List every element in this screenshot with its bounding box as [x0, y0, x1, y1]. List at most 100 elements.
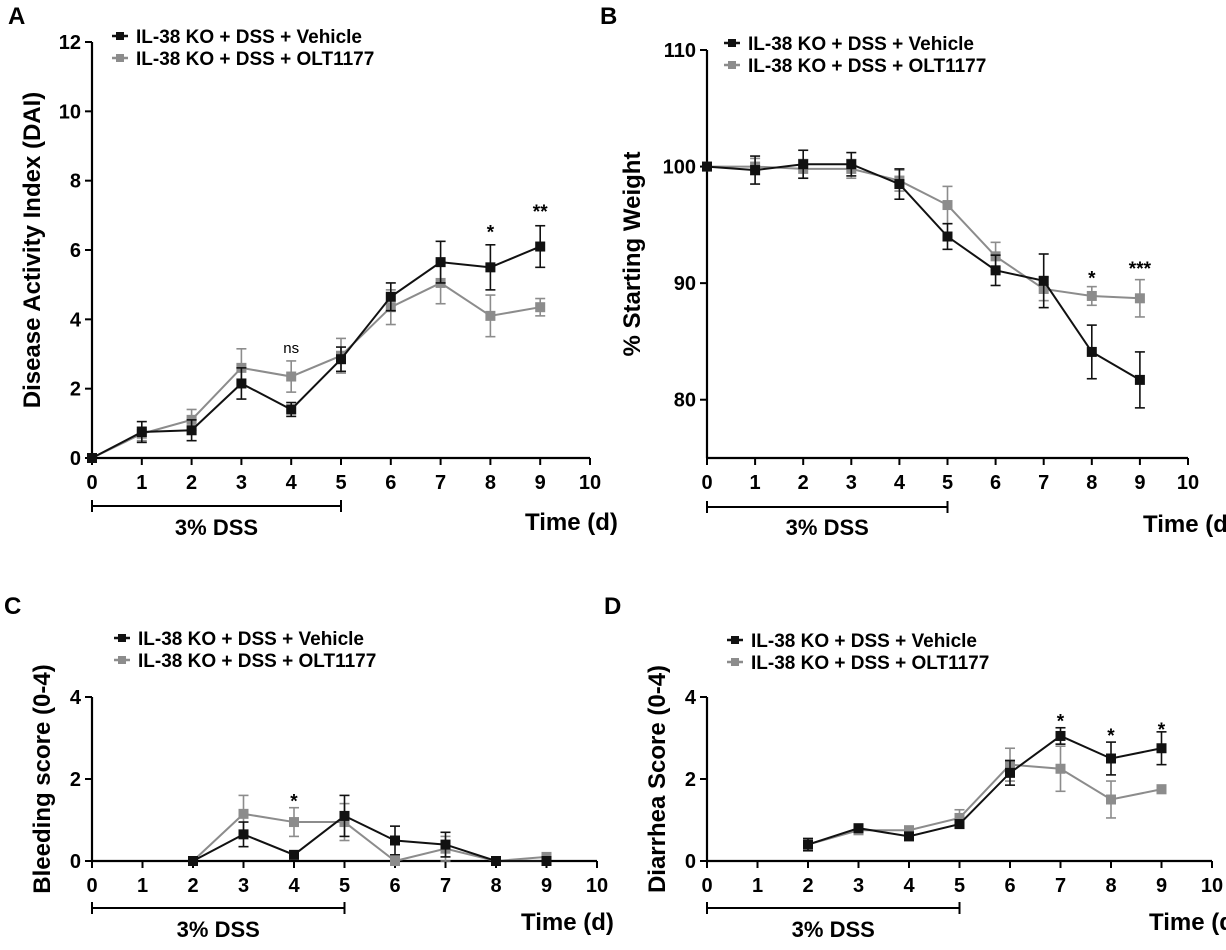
data-point: [485, 262, 496, 273]
data-point: [954, 812, 965, 823]
series-vehicle: [803, 726, 1167, 852]
significance-marker: ns: [283, 340, 299, 357]
data-point: [136, 427, 147, 437]
data-point: [990, 265, 1001, 276]
series-line: [192, 814, 547, 862]
data-point: [846, 159, 857, 170]
data-point: [491, 856, 501, 866]
legend-marker: [731, 658, 739, 666]
legend-entry: IL-38 KO + DSS + OLT1177: [136, 49, 374, 70]
y-tick-label: 0: [685, 851, 696, 873]
x-axis-title: Time (d): [1143, 511, 1226, 538]
series-vehicle: [188, 794, 552, 866]
series-line: [707, 165, 1140, 300]
data-point: [904, 825, 914, 836]
x-tick-label: 3: [846, 472, 857, 494]
x-tick-label: 1: [137, 875, 148, 897]
panel-label: B: [600, 3, 617, 30]
x-tick-label: 1: [750, 472, 761, 494]
x-tick-label: 9: [1134, 472, 1145, 494]
data-point: [1038, 275, 1049, 286]
x-axis-title: Time (d): [525, 509, 618, 536]
x-tick-label: 2: [798, 472, 809, 494]
data-point: [336, 354, 346, 365]
x-tick-label: 10: [579, 472, 601, 494]
x-axis-title: Time (d): [521, 909, 614, 936]
legend-marker: [118, 634, 126, 642]
series-line: [91, 281, 541, 459]
y-tick-label: 6: [70, 240, 81, 262]
series-vehicle: [702, 149, 1145, 409]
data-point: [385, 291, 396, 302]
series-vehicle: [87, 224, 546, 463]
legend-entry: IL-38 KO + DSS + Vehicle: [751, 631, 977, 652]
y-tick-label: 2: [685, 769, 696, 791]
x-tick-label: 4: [286, 472, 298, 494]
y-tick-label: 4: [70, 687, 82, 709]
significance-marker: **: [533, 202, 548, 223]
y-tick-label: 8: [70, 171, 81, 193]
data-point: [186, 425, 197, 436]
panel-label: C: [4, 593, 21, 620]
data-point: [390, 856, 400, 866]
legend-entry: IL-38 KO + DSS + Vehicle: [748, 34, 974, 55]
x-tick-label: 5: [339, 875, 350, 897]
x-tick-label: 0: [86, 472, 97, 494]
x-tick-label: 10: [1177, 472, 1199, 494]
x-tick-label: 7: [1038, 472, 1049, 494]
y-axis-title: % Starting Weight: [619, 152, 646, 357]
x-tick-label: 10: [1201, 875, 1223, 897]
x-tick-label: 4: [894, 472, 906, 494]
y-tick-label: 80: [674, 390, 696, 412]
series-olt1177: [702, 157, 1145, 318]
data-point: [803, 839, 813, 850]
data-point: [1156, 743, 1167, 754]
x-tick-label: 1: [752, 875, 763, 897]
dss-label: 3% DSS: [177, 917, 260, 942]
y-tick-label: 0: [70, 851, 81, 873]
significance-marker: *: [487, 223, 495, 244]
legend-marker: [731, 636, 739, 644]
data-point: [238, 829, 249, 840]
significance-marker: *: [1158, 720, 1166, 741]
y-tick-label: 90: [674, 273, 696, 295]
x-tick-label: 9: [535, 472, 546, 494]
panel-label: D: [604, 593, 621, 620]
y-axis-title: Disease Activity Index (DAI): [19, 92, 46, 409]
series-line: [91, 245, 541, 459]
data-point: [1005, 767, 1015, 778]
legend-marker: [728, 61, 736, 69]
x-tick-label: 3: [853, 875, 864, 897]
data-point: [289, 817, 299, 828]
x-tick-label: 8: [1105, 875, 1116, 897]
legend-marker: [118, 656, 126, 664]
x-tick-label: 7: [440, 875, 451, 897]
x-tick-label: 3: [238, 875, 249, 897]
data-point: [798, 159, 809, 170]
y-tick-label: 110: [664, 40, 696, 62]
x-tick-label: 4: [288, 875, 300, 897]
data-point: [339, 810, 350, 821]
legend-marker: [116, 54, 124, 62]
panel-label: A: [8, 3, 25, 30]
x-tick-label: 1: [136, 472, 147, 494]
y-tick-label: 2: [70, 769, 81, 791]
data-point: [435, 257, 446, 268]
x-tick-label: 6: [385, 472, 396, 494]
data-point: [485, 310, 496, 321]
data-point: [238, 808, 249, 819]
data-point: [286, 371, 297, 382]
legend-entry: IL-38 KO + DSS + Vehicle: [136, 27, 362, 48]
y-axis-title: Diarrhea Score (0-4): [644, 665, 671, 893]
x-tick-label: 6: [389, 875, 400, 897]
x-tick-label: 0: [701, 472, 712, 494]
x-tick-label: 8: [490, 875, 501, 897]
x-tick-label: 6: [990, 472, 1001, 494]
significance-marker: *: [1107, 726, 1115, 747]
data-point: [1055, 763, 1066, 774]
x-tick-label: 8: [1086, 472, 1097, 494]
significance-marker: ***: [1129, 259, 1152, 280]
dss-label: 3% DSS: [175, 515, 258, 540]
